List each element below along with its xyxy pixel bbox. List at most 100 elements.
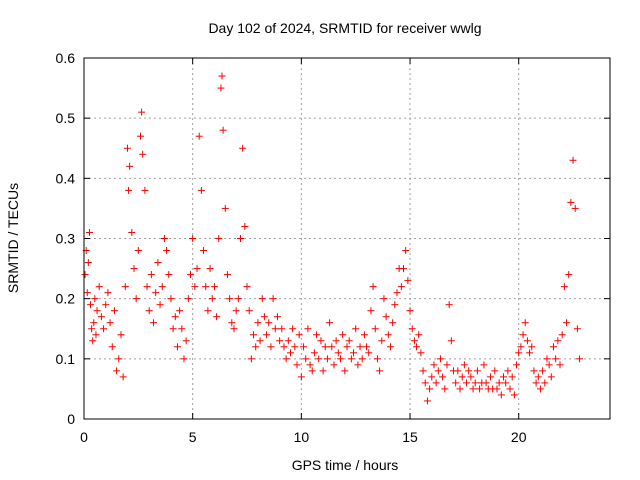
data-point [97, 313, 105, 321]
data-point [569, 156, 577, 164]
data-point [265, 319, 273, 327]
data-point [152, 289, 160, 297]
data-point [121, 283, 129, 291]
data-point [180, 355, 188, 363]
data-point [486, 373, 494, 381]
data-point [134, 247, 142, 255]
data-point [378, 337, 386, 345]
data-point [441, 385, 449, 393]
data-point [232, 307, 240, 315]
data-point [380, 295, 388, 303]
data-point [350, 349, 358, 357]
data-point [513, 361, 521, 369]
data-point [126, 162, 134, 170]
data-point [493, 385, 501, 393]
data-point [336, 355, 344, 363]
data-point [273, 313, 281, 321]
data-point [545, 361, 553, 369]
data-point [400, 265, 408, 273]
x-tick-label: 0 [80, 429, 88, 445]
data-point [197, 186, 205, 194]
data-point [423, 397, 431, 405]
data-point [334, 349, 342, 357]
data-point [404, 277, 412, 285]
data-point [393, 289, 401, 297]
data-point [436, 355, 444, 363]
data-point [560, 283, 568, 291]
x-axis-label: GPS time / hours [292, 457, 399, 473]
data-point [195, 132, 203, 140]
data-point [354, 361, 362, 369]
x-tick-label: 5 [189, 429, 197, 445]
data-point [576, 355, 584, 363]
data-point [115, 355, 123, 363]
data-point [160, 235, 168, 242]
data-point [267, 343, 275, 351]
data-point [223, 271, 231, 279]
data-point [476, 385, 484, 393]
data-point [367, 307, 375, 315]
data-point [88, 325, 96, 333]
data-point [376, 367, 384, 375]
data-point [260, 313, 268, 321]
data-point [297, 373, 305, 381]
data-point [143, 283, 151, 291]
data-point [300, 343, 308, 351]
data-point [90, 319, 98, 327]
data-point [158, 283, 166, 291]
data-point [104, 289, 112, 297]
data-point [210, 283, 218, 291]
data-points-layer [81, 72, 584, 405]
axes-layer: 0 0.1 0.2 0.3 0.4 0.5 0.6 0 5 10 15 20 [56, 50, 611, 445]
data-point [276, 337, 284, 345]
data-point [243, 283, 251, 291]
data-point [313, 331, 321, 339]
data-point [184, 295, 192, 303]
data-point [182, 337, 190, 345]
data-point [463, 379, 471, 387]
data-point [415, 331, 423, 339]
data-point [221, 204, 229, 212]
data-point [258, 295, 266, 303]
data-point [510, 391, 518, 399]
data-point [163, 247, 171, 255]
y-tick-label: 0.1 [56, 351, 76, 367]
data-point [241, 222, 249, 230]
data-point [373, 355, 381, 363]
data-point [541, 379, 549, 387]
data-point [482, 379, 490, 387]
data-point [176, 307, 184, 315]
data-point [156, 301, 164, 309]
data-point [445, 301, 453, 309]
data-point [532, 379, 540, 387]
data-point [341, 367, 349, 375]
data-point [328, 343, 336, 351]
data-point [125, 186, 133, 194]
data-point [167, 295, 175, 303]
data-point [310, 349, 318, 357]
data-point [215, 235, 223, 242]
data-point [217, 84, 225, 92]
data-point [326, 319, 334, 327]
data-point [421, 379, 429, 387]
data-point [306, 361, 314, 369]
data-point [543, 355, 551, 363]
data-point [145, 307, 153, 315]
data-point [147, 271, 155, 279]
data-point [128, 228, 136, 236]
data-point [208, 295, 216, 303]
data-point [528, 343, 536, 351]
data-point [371, 325, 379, 333]
data-point [434, 367, 442, 375]
data-point [428, 373, 436, 381]
data-point [410, 337, 418, 345]
y-tick-label: 0.4 [56, 170, 76, 186]
data-point [141, 186, 149, 194]
data-point [236, 235, 244, 242]
data-point [271, 325, 279, 333]
data-point [278, 325, 286, 333]
data-point [456, 385, 464, 393]
data-point [419, 367, 427, 375]
data-point [165, 271, 173, 279]
